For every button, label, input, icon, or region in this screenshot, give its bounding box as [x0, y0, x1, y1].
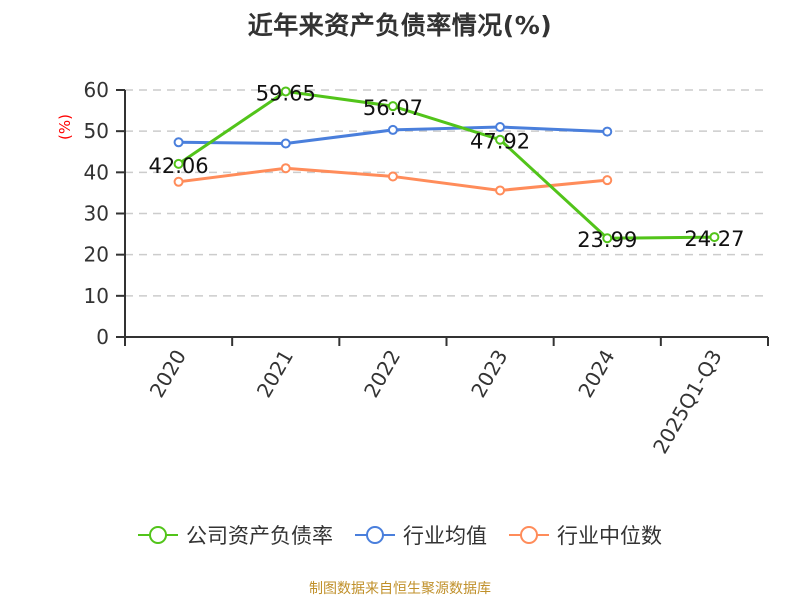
y-axis-label: (%): [56, 114, 74, 140]
legend-item-industry-median[interactable]: 行业中位数: [509, 520, 662, 550]
legend-marker-icon: [355, 526, 395, 544]
y-tick-label: 60: [84, 78, 109, 102]
x-tick-label: 2021: [252, 346, 298, 402]
x-tick-label: 2023: [466, 346, 512, 402]
data-point[interactable]: [495, 134, 506, 145]
data-point[interactable]: [495, 185, 506, 196]
data-point[interactable]: [602, 175, 613, 186]
series-line: [177, 89, 715, 240]
data-point[interactable]: [173, 137, 184, 148]
data-label: 23.99: [577, 228, 637, 252]
line-chart: 0 10 20 30 40 50 60 (%) 2020 2021 2022 2023 2024 2025…: [56, 78, 769, 458]
data-point[interactable]: [280, 138, 291, 149]
data-point[interactable]: [280, 163, 291, 174]
legend-label: 公司资产负债率: [186, 524, 333, 548]
x-tick-label: 2024: [573, 346, 619, 402]
y-tick-label: 20: [84, 243, 109, 267]
legend-item-company[interactable]: 公司资产负债率: [138, 520, 333, 550]
chart-title: 近年来资产负债率情况(%): [247, 11, 553, 40]
legend-label: 行业中位数: [557, 524, 662, 548]
legend-label: 行业均值: [403, 524, 487, 548]
data-point[interactable]: [709, 232, 720, 243]
legend-marker-icon: [509, 526, 549, 544]
data-point[interactable]: [387, 171, 398, 182]
legend: 公司资产负债率 行业均值 行业中位数: [0, 520, 800, 550]
x-tick-label: 2025Q1-Q3: [648, 346, 727, 458]
data-point[interactable]: [495, 122, 506, 133]
data-point[interactable]: [602, 126, 613, 137]
x-tick-label: 2022: [359, 346, 405, 402]
data-source-note: 制图数据来自恒生聚源数据库: [309, 581, 491, 597]
data-label: 56.07: [363, 96, 423, 120]
y-tick-label: 40: [84, 160, 109, 184]
data-label: 42.06: [149, 154, 209, 178]
legend-marker-icon: [138, 526, 178, 544]
x-tick-label: 2020: [145, 346, 191, 402]
data-point[interactable]: [280, 86, 291, 97]
data-point[interactable]: [173, 158, 184, 169]
data-label: 47.92: [470, 130, 530, 154]
legend-item-industry-avg[interactable]: 行业均值: [355, 520, 487, 550]
data-point[interactable]: [387, 124, 398, 135]
y-tick-label: 0: [96, 325, 109, 349]
data-label: 59.65: [256, 81, 316, 105]
data-point[interactable]: [387, 101, 398, 112]
data-label: 24.27: [684, 227, 744, 251]
y-tick-label: 30: [84, 202, 109, 226]
data-point[interactable]: [602, 233, 613, 244]
data-point[interactable]: [173, 176, 184, 187]
y-tick-label: 10: [84, 284, 109, 308]
y-tick-label: 50: [84, 119, 109, 143]
